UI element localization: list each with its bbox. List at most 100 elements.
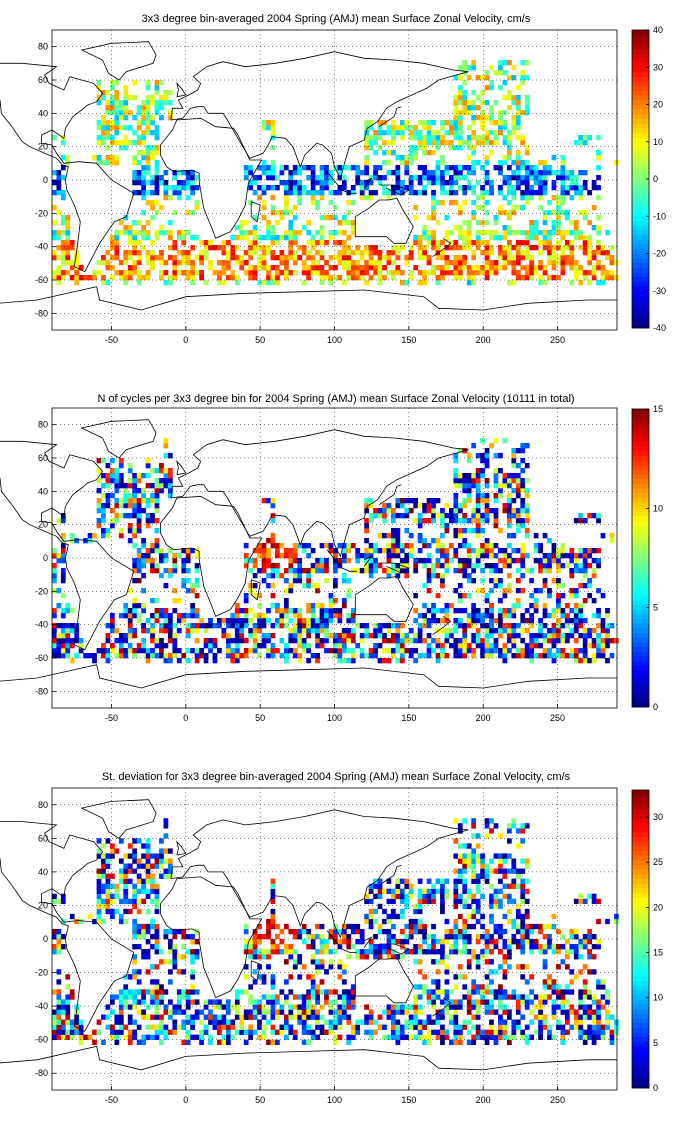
heatmap-cell (253, 1004, 258, 1009)
heatmap-cell (150, 994, 155, 999)
colorbar-segment (632, 516, 649, 521)
heatmap-cell (471, 563, 476, 568)
heatmap-cell (382, 140, 387, 145)
heatmap-cell (155, 984, 160, 989)
heatmap-cell (476, 1025, 481, 1030)
heatmap-cell (222, 260, 227, 265)
heatmap-cell (248, 1015, 253, 1020)
heatmap-cell (453, 473, 458, 478)
heatmap-cell (128, 1030, 133, 1035)
heatmap-cell (436, 563, 441, 568)
heatmap-cell (543, 999, 548, 1004)
heatmap-cell (168, 1015, 173, 1020)
heatmap-cell (106, 120, 111, 125)
heatmap-cell (498, 488, 503, 493)
heatmap-cell (565, 613, 570, 618)
heatmap-cell (324, 260, 329, 265)
heatmap-cell (132, 1035, 137, 1040)
heatmap-cell (106, 473, 111, 478)
heatmap-cell (467, 643, 472, 648)
colorbar-segment (632, 198, 649, 203)
heatmap-cell (561, 200, 566, 205)
heatmap-cell (373, 1020, 378, 1025)
colorbar-segment (632, 30, 649, 35)
heatmap-cell (471, 215, 476, 220)
heatmap-cell (587, 633, 592, 638)
heatmap-cell (52, 643, 57, 648)
heatmap-cell (315, 949, 320, 954)
heatmap-cell (181, 1025, 186, 1030)
heatmap-cell (498, 528, 503, 533)
heatmap-cell (346, 628, 351, 633)
heatmap-cell (498, 623, 503, 628)
heatmap-cell (569, 195, 574, 200)
heatmap-cell (141, 508, 146, 513)
heatmap-cell (561, 638, 566, 643)
heatmap-cell (168, 230, 173, 235)
heatmap-cell (213, 653, 218, 658)
heatmap-cell (320, 250, 325, 255)
heatmap-cell (266, 573, 271, 578)
heatmap-cell (320, 603, 325, 608)
heatmap-cell (110, 994, 115, 999)
heatmap-cell (262, 643, 267, 648)
heatmap-cell (596, 185, 601, 190)
heatmap-cell (569, 648, 574, 653)
heatmap-cell (141, 225, 146, 230)
colorbar-segment (632, 179, 649, 184)
heatmap-cell (592, 573, 597, 578)
heatmap-cell (516, 944, 521, 949)
heatmap-cell (413, 658, 418, 663)
heatmap-cell (128, 608, 133, 613)
heatmap-cell (480, 120, 485, 125)
heatmap-cell (297, 200, 302, 205)
heatmap-cell (458, 1030, 463, 1035)
heatmap-cell (422, 255, 427, 260)
heatmap-cell (119, 145, 124, 150)
heatmap-cell (592, 255, 597, 260)
heatmap-cell (141, 498, 146, 503)
heatmap-cell (164, 1035, 169, 1040)
heatmap-cell (445, 939, 450, 944)
heatmap-cell (494, 120, 499, 125)
heatmap-cell (485, 453, 490, 458)
heatmap-cell (418, 240, 423, 245)
heatmap-cell (445, 568, 450, 573)
heatmap-cell (168, 453, 173, 458)
heatmap-cell (391, 1004, 396, 1009)
heatmap-cell (186, 185, 191, 190)
heatmap-cell (360, 275, 365, 280)
heatmap-cell (257, 954, 262, 959)
heatmap-cell (503, 125, 508, 130)
heatmap-cell (123, 125, 128, 130)
heatmap-cell (605, 275, 610, 280)
heatmap-cell (213, 1025, 218, 1030)
heatmap-cell (132, 1004, 137, 1009)
heatmap-cell (208, 260, 213, 265)
heatmap-cell (159, 478, 164, 483)
heatmap-cell (538, 1035, 543, 1040)
heatmap-cell (494, 989, 499, 994)
heatmap-cell (284, 959, 289, 964)
heatmap-cell (489, 80, 494, 85)
heatmap-cell (146, 473, 151, 478)
heatmap-cell (556, 623, 561, 628)
heatmap-cell (208, 643, 213, 648)
heatmap-cell (244, 593, 249, 598)
heatmap-cell (235, 638, 240, 643)
heatmap-cell (239, 623, 244, 628)
heatmap-cell (141, 949, 146, 954)
heatmap-cell (164, 959, 169, 964)
heatmap-cell (440, 653, 445, 658)
heatmap-cell (337, 618, 342, 623)
heatmap-cell (181, 954, 186, 959)
heatmap-cell (516, 135, 521, 140)
colorbar-segment (632, 646, 649, 651)
heatmap-cell (516, 120, 521, 125)
heatmap-cell (503, 473, 508, 478)
heatmap-cell (561, 195, 566, 200)
heatmap-cell (302, 1004, 307, 1009)
heatmap-cell (458, 125, 463, 130)
heatmap-cell (61, 518, 66, 523)
